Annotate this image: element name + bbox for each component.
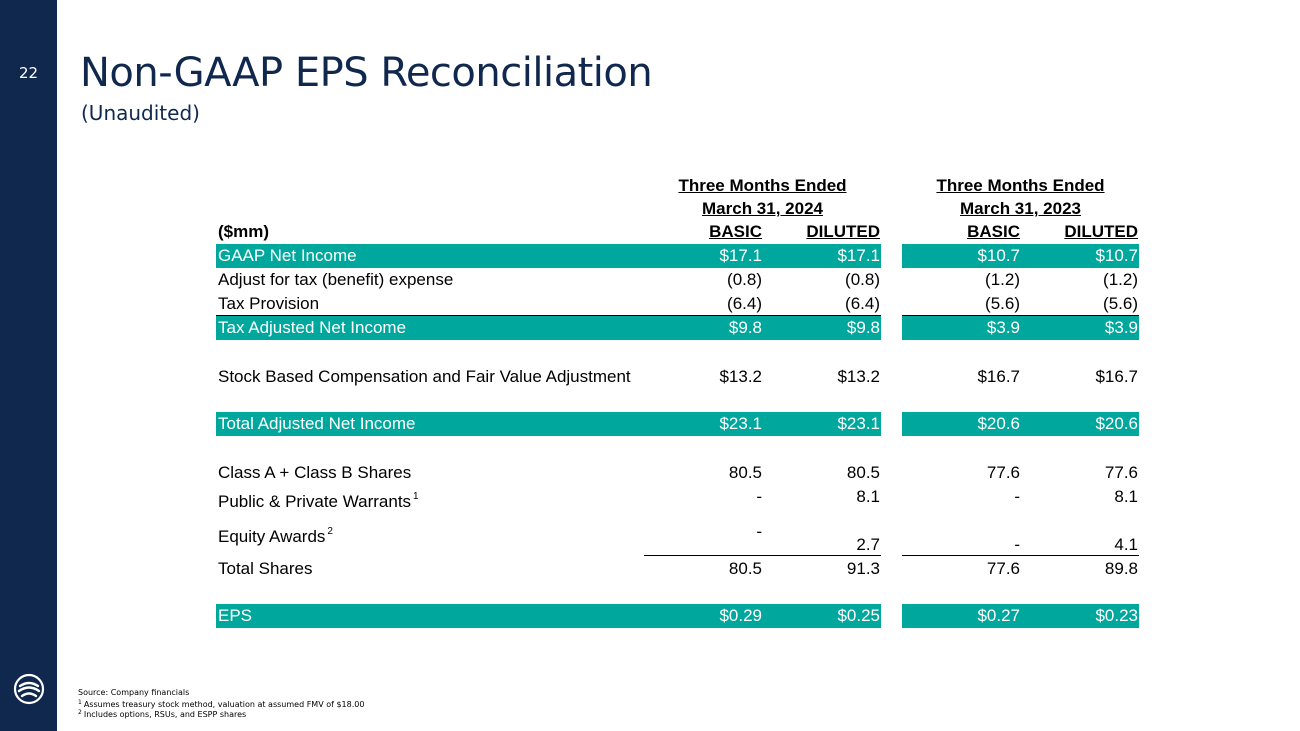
cell-diluted-2024: $23.1: [837, 414, 880, 433]
page-title: Non-GAAP EPS Reconciliation: [80, 50, 653, 96]
cell-diluted-2023: 89.8: [1104, 559, 1138, 578]
cell-diluted-2024: 91.3: [846, 559, 880, 578]
basic-header: BASIC: [709, 222, 762, 241]
page-number: 22: [18, 64, 39, 82]
highlight-band: [902, 604, 1139, 628]
row-label: Total Adjusted Net Income: [218, 414, 416, 433]
cell-basic-2024: (6.4): [727, 294, 762, 313]
row-label: Public & Private Warrants 1: [218, 485, 419, 514]
row-divider: [216, 315, 881, 316]
cell-diluted-2023: $0.23: [1095, 606, 1138, 625]
footnote-source: Source: Company financials: [78, 688, 190, 697]
row-label: Total Shares: [218, 559, 313, 578]
row-label: Stock Based Compensation and Fair Value …: [218, 367, 631, 386]
cell-basic-2024: 80.5: [728, 559, 762, 578]
footnote-text: Includes options, RSUs, and ESPP shares: [83, 710, 247, 719]
basic-header: BASIC: [967, 222, 1020, 241]
cell-basic-2024: (0.8): [727, 270, 762, 289]
cell-basic-2024: 80.5: [728, 463, 762, 482]
row-label: EPS: [218, 606, 253, 625]
cell-basic-2023: 77.6: [986, 463, 1020, 482]
highlight-band: [902, 412, 1139, 436]
cell-diluted-2023: $10.7: [1095, 246, 1138, 265]
row-label-text: Equity Awards: [218, 527, 326, 546]
cell-diluted-2023: (5.6): [1103, 294, 1138, 313]
cell-basic-2023: $16.7: [977, 367, 1020, 386]
row-label: Tax Provision: [218, 294, 320, 313]
highlight-band: [902, 244, 1139, 268]
cell-basic-2024: $9.8: [728, 318, 762, 337]
cell-basic-2023: $0.27: [977, 606, 1020, 625]
highlight-band: [216, 604, 881, 628]
period1-header-line1: Three Months Ended: [678, 176, 847, 195]
period2-header-line1: Three Months Ended: [936, 176, 1105, 195]
sidebar: 22: [0, 0, 57, 731]
footnote-text: Assumes treasury stock method, valuation…: [83, 700, 365, 709]
cell-diluted-2023: $20.6: [1095, 414, 1138, 433]
highlight-band: [216, 244, 881, 268]
cell-basic-2023: -: [1014, 535, 1020, 554]
footnote-marker: 1: [78, 699, 82, 706]
highlight-band: [216, 412, 881, 436]
cell-diluted-2024: 80.5: [846, 463, 880, 482]
cell-diluted-2024: $9.8: [846, 318, 880, 337]
cell-diluted-2023: $16.7: [1095, 367, 1138, 386]
row-label: Adjust for tax (benefit) expense: [218, 270, 454, 289]
cell-diluted-2024: $13.2: [837, 367, 880, 386]
cell-basic-2024: $13.2: [719, 367, 762, 386]
footnote-marker: 2: [327, 526, 333, 537]
cell-diluted-2023: 4.1: [1114, 535, 1138, 554]
diluted-header: DILUTED: [806, 222, 880, 241]
cell-basic-2023: $3.9: [986, 318, 1020, 337]
row-label-text: Public & Private Warrants: [218, 492, 412, 511]
diluted-header: DILUTED: [1064, 222, 1138, 241]
company-logo-icon: [13, 673, 45, 705]
units-label: ($mm): [218, 222, 270, 241]
cell-diluted-2023: 8.1: [1114, 487, 1138, 506]
cell-diluted-2024: $0.25: [837, 606, 880, 625]
cell-diluted-2023: $3.9: [1104, 318, 1138, 337]
cell-diluted-2024: 2.7: [856, 535, 880, 554]
cell-basic-2024: $23.1: [719, 414, 762, 433]
cell-basic-2023: $10.7: [977, 246, 1020, 265]
highlight-band: [902, 316, 1139, 340]
footnote-2: 2 Includes options, RSUs, and ESPP shares: [78, 708, 246, 720]
footnote-marker: 1: [413, 491, 419, 502]
cell-basic-2023: (1.2): [985, 270, 1020, 289]
page-subtitle: (Unaudited): [81, 101, 200, 125]
row-label: Class A + Class B Shares: [218, 463, 412, 482]
cell-basic-2024: $17.1: [719, 246, 762, 265]
row-label: Tax Adjusted Net Income: [218, 318, 407, 337]
cell-basic-2024: -: [756, 487, 762, 506]
cell-basic-2024: $0.29: [719, 606, 762, 625]
period1-header-line2: March 31, 2024: [702, 199, 823, 218]
row-label: Equity Awards 2: [218, 520, 333, 549]
cell-diluted-2024: $17.1: [837, 246, 880, 265]
subtotal-underline: [902, 555, 1139, 556]
cell-diluted-2023: (1.2): [1103, 270, 1138, 289]
period2-header-line2: March 31, 2023: [960, 199, 1081, 218]
cell-diluted-2024: 8.1: [856, 487, 880, 506]
cell-basic-2024: -: [756, 522, 762, 541]
cell-diluted-2023: 77.6: [1104, 463, 1138, 482]
cell-diluted-2024: (0.8): [845, 270, 880, 289]
cell-basic-2023: 77.6: [986, 559, 1020, 578]
highlight-band: [216, 316, 881, 340]
row-label: GAAP Net Income: [218, 246, 357, 265]
row-divider: [902, 315, 1139, 316]
footnote-1: 1 Assumes treasury stock method, valuatio…: [78, 698, 364, 710]
footnote-marker: 2: [78, 709, 82, 716]
cell-basic-2023: $20.6: [977, 414, 1020, 433]
subtotal-underline: [644, 555, 881, 556]
cell-basic-2023: (5.6): [985, 294, 1020, 313]
cell-diluted-2024: (6.4): [845, 294, 880, 313]
cell-basic-2023: -: [1014, 487, 1020, 506]
